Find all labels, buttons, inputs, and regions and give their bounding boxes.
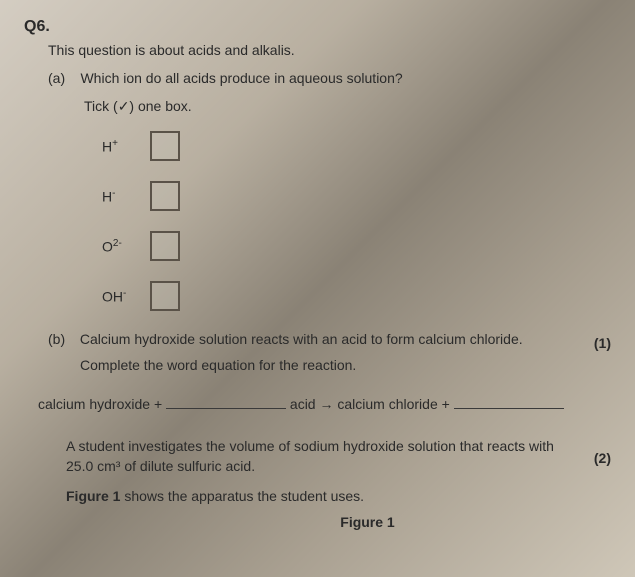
options-group: H+ H- O2- OH- (102, 131, 611, 311)
option-label: H- (102, 188, 150, 205)
question-page: Q6. This question is about acids and alk… (0, 0, 635, 530)
figure-label: Figure 1 (124, 514, 611, 530)
checkbox[interactable] (150, 181, 180, 211)
option-label: OH- (102, 288, 150, 305)
question-number: Q6. (24, 18, 611, 36)
part-a-text: Which ion do all acids produce in aqueou… (80, 70, 402, 86)
marks-b: (2) (594, 450, 611, 466)
part-b: (b) Calcium hydroxide solution reacts wi… (80, 331, 611, 347)
equation-lhs: calcium hydroxide + (38, 396, 162, 412)
equation-mid: acid → calcium chloride + (290, 396, 450, 412)
checkbox[interactable] (150, 281, 180, 311)
question-intro: This question is about acids and alkalis… (48, 42, 611, 58)
blank-acid[interactable] (166, 395, 286, 409)
part-a-label: (a) (48, 70, 76, 86)
part-b-label: (b) (48, 331, 76, 347)
word-equation: calcium hydroxide + acid → calcium chlor… (38, 395, 611, 412)
complete-instruction: Complete the word equation for the react… (80, 357, 611, 373)
student-line2: 25.0 cm³ of dilute sulfuric acid. (66, 458, 611, 474)
checkbox[interactable] (150, 231, 180, 261)
blank-product[interactable] (454, 395, 564, 409)
part-a: (a) Which ion do all acids produce in aq… (48, 70, 611, 88)
checkbox[interactable] (150, 131, 180, 161)
student-line1: A student investigates the volume of sod… (66, 438, 611, 454)
option-row: H- (102, 181, 611, 211)
marks-a: (1) (594, 335, 611, 351)
option-row: O2- (102, 231, 611, 261)
option-row: H+ (102, 131, 611, 161)
part-b-text: Calcium hydroxide solution reacts with a… (80, 331, 523, 347)
option-label: H+ (102, 138, 150, 155)
option-row: OH- (102, 281, 611, 311)
figure-intro: Figure 1 shows the apparatus the student… (66, 488, 611, 504)
tick-instruction: Tick (✓) one box. (84, 98, 611, 115)
option-label: O2- (102, 238, 150, 255)
